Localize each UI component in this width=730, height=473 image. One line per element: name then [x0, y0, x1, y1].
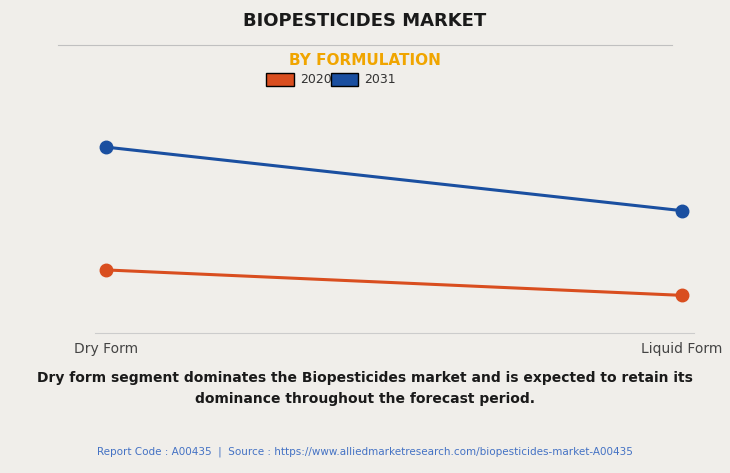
Text: BIOPESTICIDES MARKET: BIOPESTICIDES MARKET	[243, 12, 487, 30]
Text: 2031: 2031	[364, 73, 396, 86]
Text: Dry form segment dominates the Biopesticides market and is expected to retain it: Dry form segment dominates the Biopestic…	[37, 371, 693, 406]
Text: Report Code : A00435  |  Source : https://www.alliedmarketresearch.com/biopestic: Report Code : A00435 | Source : https://…	[97, 447, 633, 457]
Text: 2020: 2020	[300, 73, 331, 86]
Text: BY FORMULATION: BY FORMULATION	[289, 53, 441, 68]
